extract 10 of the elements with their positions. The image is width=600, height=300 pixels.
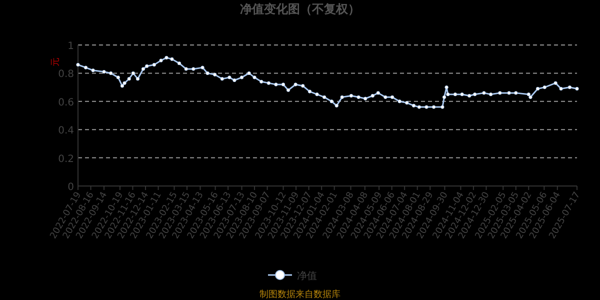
- y-tick-label: 0.2: [58, 154, 74, 165]
- y-tick-label: 1: [68, 41, 74, 52]
- legend-label: 净值: [297, 270, 317, 282]
- text: 制图数据来自数据库: [260, 289, 340, 300]
- y-tick-label: 0.8: [58, 69, 74, 80]
- y-tick-label: 0.6: [58, 97, 74, 108]
- chart-title: 净值变化图（不复权）: [240, 2, 360, 16]
- y-tick-label: 0: [68, 182, 74, 193]
- y-tick-label: 0.4: [58, 126, 74, 137]
- y-axis-title: 元: [50, 58, 61, 66]
